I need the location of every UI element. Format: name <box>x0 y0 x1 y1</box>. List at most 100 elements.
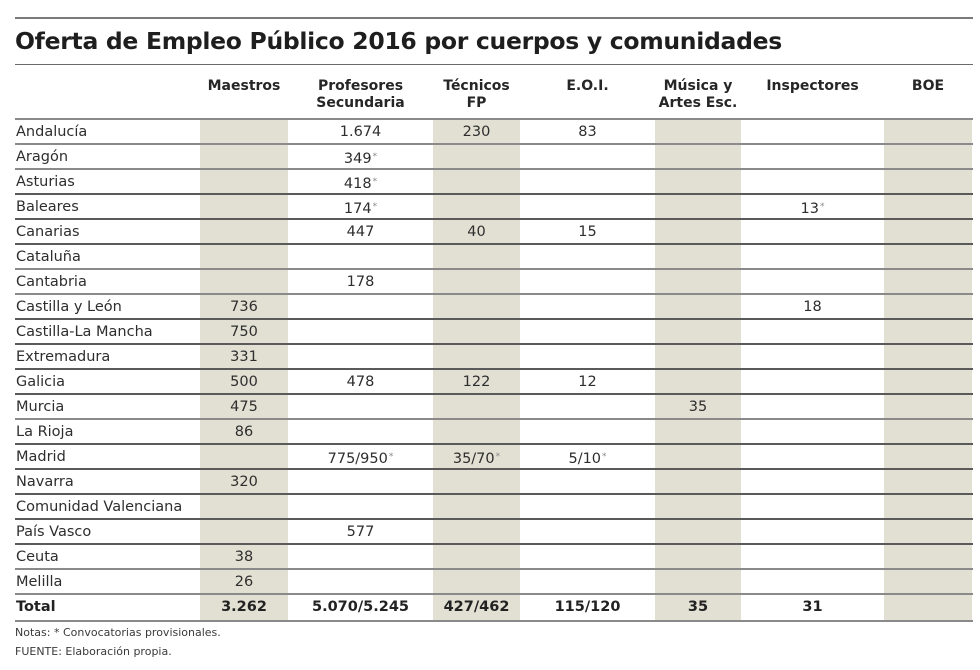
cell-maestros: 38 <box>200 546 288 568</box>
table-row: Murcia 475 35 <box>15 393 973 418</box>
cell-musica: 35 <box>655 396 741 418</box>
cell-value: 478 <box>346 374 375 390</box>
cell-value: 331 <box>230 349 258 365</box>
cell-inspectores <box>741 546 884 568</box>
cell-secundaria <box>288 471 433 493</box>
row-rule <box>15 318 973 320</box>
region-name: Ceuta <box>16 549 59 565</box>
column-header-line1: Inspectores <box>766 78 859 94</box>
cell-inspectores <box>741 496 884 518</box>
cell-eoi: 5/10* <box>520 446 655 468</box>
cell-secundaria: 178 <box>288 271 433 293</box>
cell-value: 750 <box>230 324 258 340</box>
column-header-secundaria: Profesores Secundaria <box>288 78 433 112</box>
cell-boe <box>884 421 972 443</box>
provisional-asterisk: * <box>372 152 378 162</box>
cell-value: 26 <box>234 574 254 590</box>
cell-eoi <box>520 471 655 493</box>
cell-tecnicos_fp: 230 <box>433 121 520 143</box>
row-rule <box>15 518 973 520</box>
cell-inspectores: 18 <box>741 296 884 318</box>
cell-eoi <box>520 296 655 318</box>
cell-tecnicos_fp: 427/462 <box>433 596 520 618</box>
cell-secundaria <box>288 546 433 568</box>
cell-inspectores <box>741 346 884 368</box>
cell-value: 35/70 <box>452 451 495 467</box>
cell-maestros <box>200 196 288 218</box>
row-rule <box>15 168 973 170</box>
cell-secundaria: 478 <box>288 371 433 393</box>
region-name: Extremadura <box>16 349 111 365</box>
row-rule <box>15 393 973 395</box>
table-row: Cataluña <box>15 243 973 268</box>
cell-value: 5/10 <box>568 451 602 467</box>
shaded-column-tecnicos_fp <box>433 118 520 621</box>
cell-maestros <box>200 271 288 293</box>
region-name: Cantabria <box>16 274 87 290</box>
provisional-asterisk: * <box>495 452 501 462</box>
cell-value: 12 <box>578 374 597 390</box>
cell-secundaria: 577 <box>288 521 433 543</box>
cell-musica <box>655 571 741 593</box>
row-rule <box>15 243 973 245</box>
cell-value: 3.262 <box>221 599 267 615</box>
row-rule <box>15 418 973 420</box>
cell-eoi <box>520 271 655 293</box>
cell-secundaria <box>288 246 433 268</box>
table-row: Melilla 26 <box>15 568 973 593</box>
cell-musica <box>655 421 741 443</box>
cell-value: 230 <box>462 124 491 140</box>
cell-tecnicos_fp <box>433 571 520 593</box>
cell-value: 349 <box>343 151 372 167</box>
column-header-line2: Secundaria <box>316 95 405 111</box>
table-row: Comunidad Valenciana <box>15 493 973 518</box>
cell-eoi <box>520 571 655 593</box>
cell-value: 475 <box>230 399 258 415</box>
cell-boe <box>884 496 972 518</box>
cell-tecnicos_fp <box>433 146 520 168</box>
cell-boe <box>884 546 972 568</box>
total-row: Total 3.262 5.070/5.245 427/462 115/120 35 31 <box>15 593 973 618</box>
cell-value: 18 <box>803 299 822 315</box>
region-name: Comunidad Valenciana <box>16 499 183 515</box>
cell-eoi <box>520 396 655 418</box>
region-name: País Vasco <box>16 524 92 540</box>
row-rule <box>15 293 973 295</box>
region-name: Castilla-La Mancha <box>16 324 153 340</box>
cell-boe <box>884 321 972 343</box>
provisional-asterisk: * <box>602 452 607 462</box>
cell-eoi: 15 <box>520 221 655 243</box>
cell-inspectores <box>741 371 884 393</box>
cell-value: 13 <box>800 201 819 217</box>
cell-secundaria: 349* <box>288 146 433 168</box>
cell-value: 83 <box>578 124 597 140</box>
shaded-column-musica <box>655 118 741 621</box>
cell-inspectores <box>741 471 884 493</box>
cell-musica <box>655 471 741 493</box>
cell-maestros <box>200 521 288 543</box>
cell-musica <box>655 371 741 393</box>
cell-maestros: 736 <box>200 296 288 318</box>
cell-tecnicos_fp <box>433 396 520 418</box>
shaded-column-boe <box>884 118 972 621</box>
cell-eoi: 12 <box>520 371 655 393</box>
shaded-column-maestros <box>200 118 288 621</box>
cell-maestros <box>200 496 288 518</box>
source: FUENTE: Elaboración propia. <box>15 645 172 658</box>
cell-tecnicos_fp <box>433 321 520 343</box>
cell-inspectores <box>741 521 884 543</box>
cell-musica <box>655 246 741 268</box>
cell-boe <box>884 571 972 593</box>
cell-secundaria <box>288 296 433 318</box>
cell-value: 1.674 <box>339 124 382 140</box>
region-name: Cataluña <box>16 249 81 265</box>
cell-value: 15 <box>578 224 597 240</box>
cell-inspectores <box>741 121 884 143</box>
cell-secundaria: 447 <box>288 221 433 243</box>
cell-inspectores <box>741 146 884 168</box>
title-rule <box>15 64 973 65</box>
cell-secundaria: 418* <box>288 171 433 193</box>
table-row: País Vasco 577 <box>15 518 973 543</box>
cell-value: 38 <box>234 549 254 565</box>
cell-musica <box>655 221 741 243</box>
